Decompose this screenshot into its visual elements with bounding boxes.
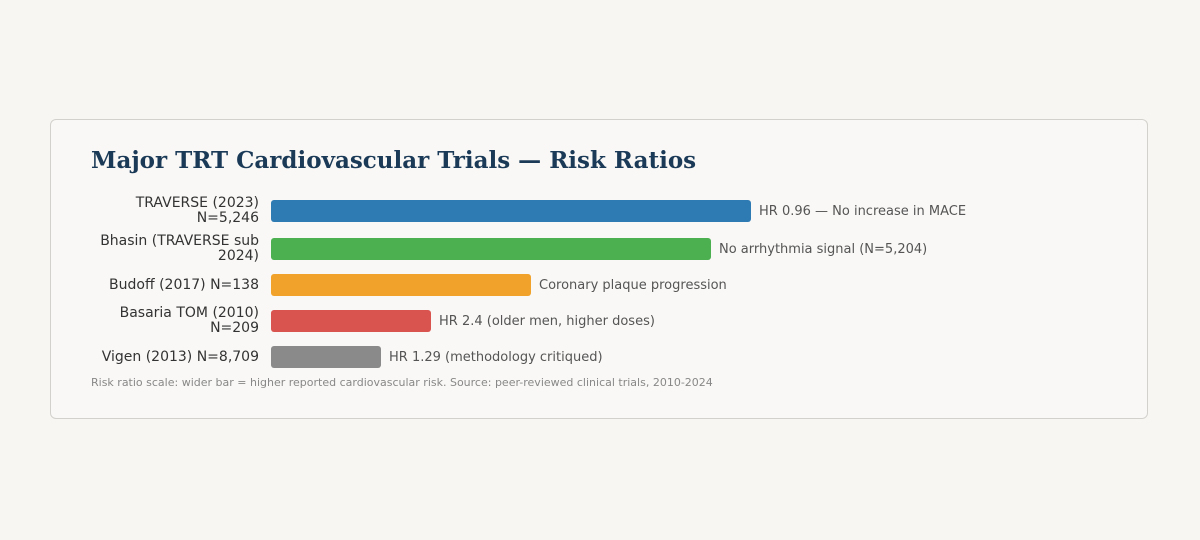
category-label: Basaria TOM (2010) N=209 <box>119 305 259 336</box>
category-label: Budoff (2017) N=138 <box>109 276 259 293</box>
bar <box>271 238 711 260</box>
category-label: Vigen (2013) N=8,709 <box>101 348 259 365</box>
bar-annotation: Coronary plaque progression <box>539 277 727 293</box>
chart-card: Major TRT Cardiovascular Trials — Risk R… <box>50 119 1148 419</box>
bar-row: Vigen (2013) N=8,709 HR 1.29 (methodology… <box>91 340 966 374</box>
category-label: TRAVERSE (2023) N=5,246 <box>135 195 259 226</box>
bar-annotation: HR 0.96 — No increase in MACE <box>759 203 967 219</box>
bar <box>271 200 751 222</box>
chart-title: Major TRT Cardiovascular Trials — Risk R… <box>91 147 697 174</box>
bar <box>271 274 531 296</box>
category-label: Bhasin (TRAVERSE sub 2024) <box>100 233 259 264</box>
bar <box>271 346 381 368</box>
bar-row: Basaria TOM (2010) N=209 HR 2.4 (older me… <box>91 302 966 340</box>
bar-row: Budoff (2017) N=138 Coronary plaque progr… <box>91 268 966 302</box>
bar <box>271 310 431 332</box>
bar-annotation: HR 2.4 (older men, higher doses) <box>439 313 655 329</box>
bar-annotation: HR 1.29 (methodology critiqued) <box>389 349 603 365</box>
bar-row: Bhasin (TRAVERSE sub 2024) No arrhythmia … <box>91 230 966 268</box>
bar-rows: TRAVERSE (2023) N=5,246 HR 0.96 — No incr… <box>91 192 966 374</box>
bar-row: TRAVERSE (2023) N=5,246 HR 0.96 — No incr… <box>91 192 966 230</box>
footnote: Risk ratio scale: wider bar = higher rep… <box>91 376 713 389</box>
bar-annotation: No arrhythmia signal (N=5,204) <box>719 241 928 257</box>
